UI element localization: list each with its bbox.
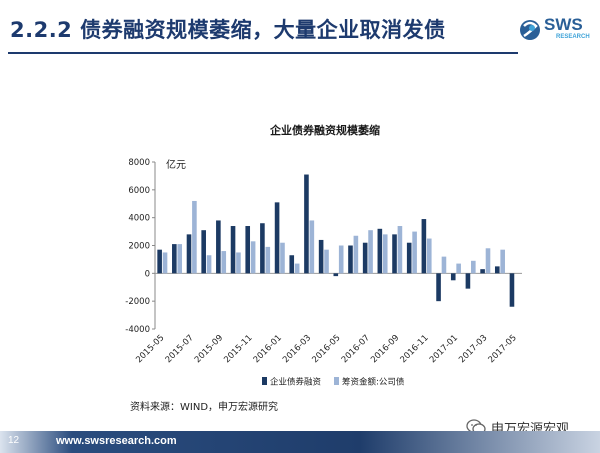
x-tick-label: 2016-09 <box>369 333 401 365</box>
bar-series1 <box>392 234 397 274</box>
bar-series1 <box>406 242 412 274</box>
bar-series2 <box>397 226 403 274</box>
logo-text: SWS <box>544 15 583 34</box>
y-tick-label: 2000 <box>128 242 150 252</box>
bar-series2 <box>338 245 344 274</box>
y-tick-label: 6000 <box>128 186 150 196</box>
bar-series1 <box>274 202 280 274</box>
bar-series2 <box>221 251 227 274</box>
bar-series2 <box>192 200 197 274</box>
bar-series1 <box>304 174 309 274</box>
chart-title: 企业债券融资规模萎缩 <box>269 123 380 137</box>
bar-series2 <box>382 234 388 274</box>
legend-label: 筹资金额:公司债 <box>342 377 405 388</box>
bar-series1 <box>260 223 265 274</box>
bar-series1 <box>186 234 192 274</box>
bar-series1 <box>494 266 500 274</box>
bar-series1 <box>436 273 441 302</box>
bar-series1 <box>377 228 383 274</box>
x-tick-label: 2016-11 <box>399 333 431 365</box>
bar-series2 <box>353 235 359 274</box>
legend-label: 企业债券融资 <box>270 377 322 388</box>
y-tick-label: 0 <box>145 269 150 279</box>
bar-series2 <box>324 249 329 274</box>
bar-series2 <box>456 263 461 274</box>
x-tick-label: 2017-03 <box>457 333 489 365</box>
y-axis-unit: 亿元 <box>166 158 186 171</box>
bar-series1 <box>421 219 427 274</box>
bar-series1 <box>157 249 162 274</box>
y-tick-label: 4000 <box>128 214 150 224</box>
bar-series1 <box>245 226 251 274</box>
bar-series1 <box>509 273 515 307</box>
x-tick-label: 2015-11 <box>222 333 254 365</box>
legend-swatch <box>262 377 267 385</box>
bar-series1 <box>348 245 353 274</box>
bar-series1 <box>480 269 485 274</box>
y-tick-label: 8000 <box>128 158 150 168</box>
x-tick-label: 2017-05 <box>487 333 519 365</box>
bar-series2 <box>250 241 256 274</box>
x-tick-label: 2015-05 <box>134 333 166 365</box>
footer-bar: 12 www.swsresearch.com <box>0 431 600 453</box>
slide-title: 2.2.2 债券融资规模萎缩，大量企业取消发债 <box>10 18 446 42</box>
bar-series2 <box>236 252 241 274</box>
bar-series2 <box>280 242 285 274</box>
bar-series2 <box>426 238 432 274</box>
x-tick-label: 2016-01 <box>252 333 284 365</box>
x-tick-label: 2017-01 <box>428 333 460 365</box>
bar-series2 <box>265 246 271 274</box>
x-tick-label: 2016-05 <box>310 333 342 365</box>
title-rule <box>8 52 518 54</box>
bar-series2 <box>368 230 373 274</box>
source-note: 资料来源：WIND，申万宏源研究 <box>130 402 279 413</box>
bar-series1 <box>465 273 471 289</box>
bar-series2 <box>441 256 447 274</box>
bar-series2 <box>412 231 417 274</box>
y-tick-label: -2000 <box>125 297 150 307</box>
bar-series2 <box>485 248 491 274</box>
bar-series2 <box>206 255 212 274</box>
bar-series2 <box>177 244 183 274</box>
x-tick-label: 2016-03 <box>281 333 313 365</box>
x-tick-label: 2015-09 <box>193 333 225 365</box>
page-number: 12 <box>8 435 20 446</box>
bar-series2 <box>162 252 168 274</box>
bar-series1 <box>172 244 177 274</box>
bar-series2 <box>500 249 505 274</box>
bar-series2 <box>294 263 300 274</box>
footer-url[interactable]: www.swsresearch.com <box>56 435 177 447</box>
bar-series2 <box>471 260 476 274</box>
bar-series1 <box>216 220 221 274</box>
x-tick-label: 2015-07 <box>164 333 196 365</box>
bar-series1 <box>362 242 368 274</box>
logo-subtext: RESEARCH <box>556 34 590 40</box>
bar-series1 <box>318 239 324 274</box>
sws-logo-icon <box>520 20 540 40</box>
bar-series1 <box>201 230 206 274</box>
y-tick-label: -4000 <box>125 325 150 335</box>
x-tick-label: 2016-07 <box>340 333 372 365</box>
bar-series2 <box>309 220 315 274</box>
bar-series1 <box>450 273 456 281</box>
legend-swatch <box>334 377 339 385</box>
bar-series1 <box>230 226 236 274</box>
bar-series1 <box>333 273 339 277</box>
bar-series1 <box>289 255 295 274</box>
